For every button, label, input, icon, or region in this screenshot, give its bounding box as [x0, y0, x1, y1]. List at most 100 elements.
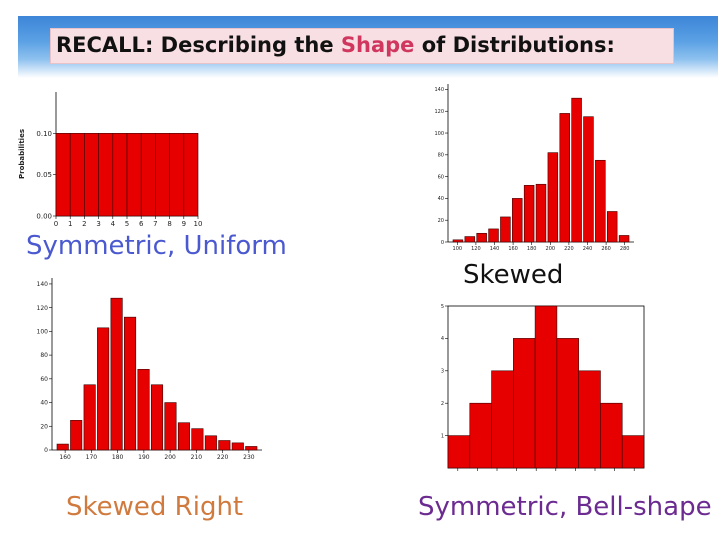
title-part-a: RECALL: Describing the — [56, 33, 341, 57]
caption-uniform: Symmetric, Uniform — [26, 231, 287, 261]
x-tick-label: 100 — [453, 246, 463, 250]
histogram-bar — [69, 133, 85, 217]
y-tick-label: 0.05 — [36, 171, 52, 179]
histogram-bar — [523, 185, 535, 243]
x-tick-label: 210 — [191, 454, 203, 461]
x-tick-label: 180 — [112, 454, 124, 461]
histogram-bar — [512, 198, 523, 243]
y-tick-label: 120 — [37, 305, 49, 312]
x-tick-label: 1 — [68, 220, 72, 228]
y-tick-label: 60 — [40, 376, 48, 383]
histogram-bar — [447, 435, 471, 469]
histogram-bar — [164, 402, 177, 451]
x-tick-label: 10 — [194, 220, 203, 228]
histogram-bar — [155, 133, 170, 217]
histogram-bar — [600, 402, 623, 469]
y-tick-label: 1 — [441, 433, 444, 439]
histogram-bar — [110, 297, 123, 451]
bell-chart: 1 2 3 4 5 — [441, 304, 645, 471]
x-tick-label: 4 — [111, 220, 116, 228]
histogram-bar — [218, 440, 231, 451]
y-tick-label: 40 — [40, 400, 48, 407]
caption-skewed: Skewed — [463, 260, 564, 290]
caption-bell: Symmetric, Bell-shape — [418, 492, 712, 522]
y-axis-label: Probabilities — [18, 129, 26, 179]
y-tick-label: 2 — [441, 401, 444, 407]
x-tick-label: 160 — [59, 454, 71, 461]
x-tick-label: 0 — [54, 220, 58, 228]
histogram-bar — [84, 133, 99, 217]
histogram-bar — [578, 370, 601, 469]
histogram-bar — [476, 232, 487, 243]
x-tick-label: 160 — [508, 246, 518, 250]
skewed-right-chart-panel: 0 20 40 60 80 100 120 140 160 170 180 190 200 210 220 2… — [30, 272, 270, 464]
histogram-bar — [559, 113, 570, 243]
histogram-bar — [513, 338, 536, 469]
y-tick-label: 120 — [434, 109, 444, 115]
histogram-bar — [452, 239, 464, 243]
histogram-bar — [547, 152, 559, 243]
histogram-bar — [183, 133, 199, 217]
histogram-bar — [469, 402, 492, 469]
x-tick-label: 140 — [490, 246, 500, 250]
y-tick-label: 60 — [438, 174, 444, 180]
histogram-bar — [126, 133, 142, 217]
uniform-chart-panel: 0.00 0.05 0.10 0 1 2 3 4 5 6 7 8 9 10 Probabilities — [14, 82, 206, 232]
histogram-bar — [618, 235, 630, 243]
histogram-bar — [534, 305, 558, 469]
histogram-bar — [98, 133, 114, 217]
title-highlight: Shape — [340, 33, 415, 57]
y-tick-label: 0 — [441, 240, 444, 246]
x-tick-label: 200 — [164, 454, 176, 461]
histogram-bar — [83, 384, 96, 451]
histogram-bar — [140, 133, 156, 217]
histogram-bar — [491, 370, 514, 469]
histogram-bar — [177, 422, 190, 451]
histogram-bar — [571, 97, 582, 243]
bell-chart-panel: 1 2 3 4 5 — [422, 300, 652, 478]
histogram-bar — [583, 116, 594, 243]
x-tick-label: 7 — [153, 220, 157, 228]
histogram-bar — [70, 420, 83, 451]
skewed-chart-panel: 0 20 40 60 80 100 120 140 100 120 140 160 180 200 220 2… — [414, 78, 644, 252]
y-tick-label: 3 — [441, 369, 444, 375]
title-box — [50, 28, 674, 64]
histogram-bar — [595, 159, 606, 243]
y-tick-label: 20 — [438, 218, 444, 224]
y-tick-label: 20 — [40, 423, 48, 430]
x-tick-label: 220 — [217, 454, 229, 461]
x-tick-label: 6 — [139, 220, 144, 228]
y-tick-label: 0 — [44, 447, 48, 454]
histogram-bar — [621, 435, 645, 469]
x-tick-label: 280 — [620, 246, 630, 250]
x-tick-label: 9 — [182, 220, 186, 228]
y-tick-label: 100 — [37, 328, 49, 335]
page-title: RECALL: Describing the Shape of Distribu… — [56, 29, 615, 61]
x-tick-label: 120 — [471, 246, 481, 250]
x-tick-label: 8 — [167, 220, 171, 228]
x-tick-label: 230 — [243, 454, 255, 461]
y-tick-label: 140 — [434, 87, 444, 93]
y-tick-label: 100 — [434, 131, 444, 137]
x-tick-label: 260 — [601, 246, 611, 250]
histogram-bar — [606, 211, 618, 243]
histogram-bar — [191, 428, 204, 451]
histogram-bar — [150, 384, 164, 451]
x-tick-label: 180 — [527, 246, 537, 250]
x-tick-label: 3 — [96, 220, 100, 228]
histogram-bar — [97, 327, 110, 451]
histogram-bar — [137, 369, 150, 451]
histogram-bar — [535, 183, 547, 243]
histogram-bar — [556, 338, 579, 469]
y-tick-label: 40 — [438, 196, 444, 202]
histogram-bar — [488, 228, 499, 243]
histogram-bar — [124, 316, 137, 451]
x-tick-label: 220 — [564, 246, 574, 250]
uniform-chart: 0.00 0.05 0.10 0 1 2 3 4 5 6 7 8 9 10 Probabilities — [18, 92, 203, 228]
y-tick-label: 5 — [441, 304, 444, 310]
y-tick-label: 0.00 — [36, 212, 52, 220]
histogram-bar — [112, 133, 128, 217]
y-tick-label: 140 — [37, 281, 49, 288]
title-part-b: of Distributions: — [414, 33, 615, 57]
histogram-bar — [500, 216, 511, 243]
